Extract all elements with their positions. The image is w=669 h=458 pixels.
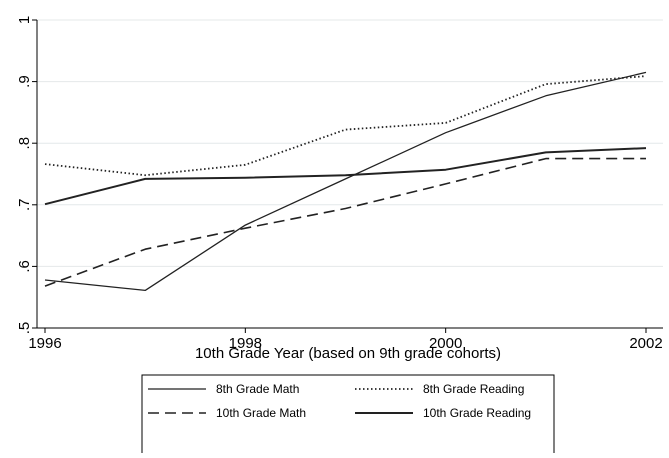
x-tick-label: 1996 <box>28 335 61 352</box>
legend-label: 10th Grade Math <box>216 406 306 420</box>
x-tick-label: 2002 <box>629 335 662 352</box>
x-ticks: 1996 1998 2000 2002 <box>28 328 663 352</box>
y-tick-label: .5 <box>16 322 33 335</box>
x-tick-label: 2000 <box>429 335 462 352</box>
x-tick-label: 1998 <box>229 335 262 352</box>
series-line <box>44 147 647 206</box>
y-tick-label: .9 <box>16 75 33 88</box>
series-line <box>44 71 647 292</box>
series-line <box>44 157 646 287</box>
y-ticks: .5 .6 .7 .8 .9 1 <box>16 16 37 334</box>
grid-lines <box>37 19 663 267</box>
y-tick-label: 1 <box>16 16 33 24</box>
legend-label: 8th Grade Reading <box>423 382 524 396</box>
legend-label: 8th Grade Math <box>216 382 299 396</box>
y-tick-label: .7 <box>16 199 33 212</box>
y-tick-label: .8 <box>16 137 33 150</box>
series-lines <box>44 71 647 292</box>
axes <box>36 20 663 329</box>
legend-label: 10th Grade Reading <box>423 406 531 420</box>
legend: 8th Grade Math 8th Grade Reading 10th Grad… <box>141 374 555 456</box>
series-line <box>44 75 647 177</box>
y-tick-label: .6 <box>16 260 33 273</box>
x-axis-label: 10th Grade Year (based on 9th grade coho… <box>195 345 501 362</box>
